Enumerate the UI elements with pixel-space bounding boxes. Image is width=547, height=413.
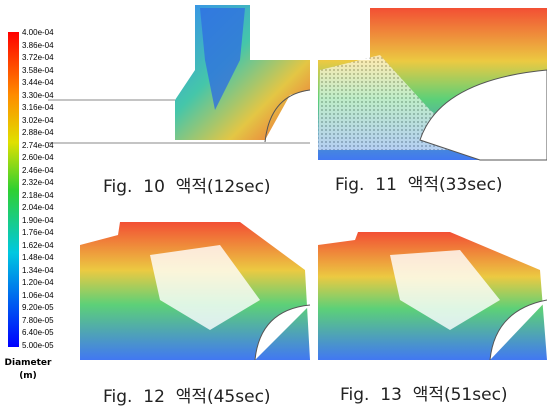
fig13-image bbox=[318, 232, 547, 360]
caption: Fig. 11 액적(33sec) bbox=[335, 170, 503, 195]
colorbar-tick-label: 1.48e-04 bbox=[22, 253, 54, 263]
colorbar-tick-label: 3.02e-04 bbox=[22, 116, 54, 126]
colorbar-tick-label: 3.30e-04 bbox=[22, 91, 54, 101]
colorbar-tick-label: 1.90e-04 bbox=[22, 216, 54, 226]
colorbar-tick-label: 1.20e-04 bbox=[22, 278, 54, 288]
colorbar-tick-label: 7.80e-05 bbox=[22, 316, 54, 326]
colorbar-tick-label: 1.06e-04 bbox=[22, 291, 54, 301]
figure-art bbox=[0, 0, 547, 413]
fig11-image bbox=[318, 8, 547, 160]
colorbar-tick-label: 2.32e-04 bbox=[22, 178, 54, 188]
fig12-image bbox=[80, 222, 310, 360]
colorbar-tick-label: 3.86e-04 bbox=[22, 41, 54, 51]
colorbar-tick-label: 1.34e-04 bbox=[22, 266, 54, 276]
colorbar-tick-label: 2.60e-04 bbox=[22, 153, 54, 163]
colorbar-tick-label: 2.74e-04 bbox=[22, 141, 54, 151]
caption: Fig. 10 액적(12sec) bbox=[103, 172, 271, 197]
colorbar-tick-label: 5.00e-05 bbox=[22, 341, 54, 351]
colorbar-tick-label: 2.04e-04 bbox=[22, 203, 54, 213]
colorbar-tick-label: 9.20e-05 bbox=[22, 303, 54, 313]
caption: Fig. 13 액적(51sec) bbox=[340, 380, 508, 405]
colorbar-tick-label: 1.76e-04 bbox=[22, 228, 54, 238]
caption: Fig. 12 액적(45sec) bbox=[103, 382, 271, 407]
figure-page: 4.00e-04 3.86e-04 3.72e-04 3.58e-04 3.44e-04… bbox=[0, 0, 547, 413]
colorbar-unit: (m) bbox=[0, 371, 56, 381]
colorbar-tick-label: 2.46e-04 bbox=[22, 166, 54, 176]
colorbar-tick-label: 2.18e-04 bbox=[22, 191, 54, 201]
colorbar-tick-label: 3.16e-04 bbox=[22, 103, 54, 113]
colorbar-tick-label: 2.88e-04 bbox=[22, 128, 54, 138]
colorbar-tick-label: 6.40e-05 bbox=[22, 328, 54, 338]
colorbar-tick-label: 3.58e-04 bbox=[22, 66, 54, 76]
colorbar-tick-label: 3.72e-04 bbox=[22, 53, 54, 63]
colorbar bbox=[8, 32, 19, 347]
colorbar-tick-label: 3.44e-04 bbox=[22, 78, 54, 88]
colorbar-tick-label: 4.00e-04 bbox=[22, 28, 54, 38]
colorbar-tick-label: 1.62e-04 bbox=[22, 241, 54, 251]
fig10-image bbox=[48, 5, 310, 143]
colorbar-label: Diameter bbox=[0, 358, 56, 368]
